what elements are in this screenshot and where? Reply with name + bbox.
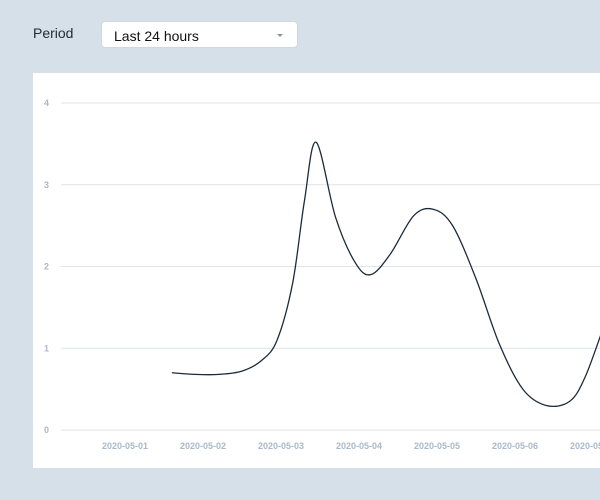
period-select-value: Last 24 hours [114,28,199,44]
x-tick-label: 2020-05-07 [570,441,600,451]
x-axis: 2020-05-01 2020-05-02 2020-05-03 2020-05-04… [102,441,600,451]
y-axis: 0 1 2 3 4 [44,98,49,435]
grid-lines [61,102,600,431]
y-tick-label: 4 [44,98,49,108]
x-tick-label: 2020-05-02 [180,441,226,451]
x-tick-label: 2020-05-03 [258,441,304,451]
y-tick-label: 3 [44,180,49,190]
caret-down-icon [277,34,283,37]
period-select[interactable]: Last 24 hours [101,21,298,48]
x-tick-label: 2020-05-01 [102,441,148,451]
series-line-value [171,141,600,408]
period-label: Period [33,25,74,41]
filter-bar: Period Last 24 hours [0,0,600,70]
x-tick-label: 2020-05-04 [336,441,382,451]
x-tick-label: 2020-05-06 [492,441,538,451]
series-layer [171,141,600,408]
y-tick-label: 0 [44,425,49,435]
y-tick-label: 2 [44,262,49,272]
y-tick-label: 1 [44,343,49,353]
x-tick-label: 2020-05-05 [414,441,460,451]
